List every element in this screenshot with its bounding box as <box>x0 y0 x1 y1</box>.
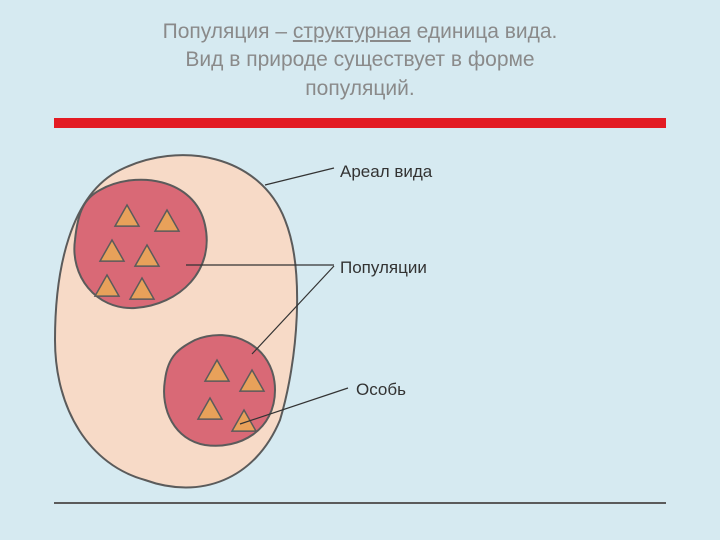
label-populations: Популяции <box>340 258 427 278</box>
title-line2: Вид в природе существует в форме <box>185 48 534 71</box>
bottom-line <box>54 502 666 504</box>
title-line3: популяций. <box>305 77 414 100</box>
leader-line <box>265 168 334 185</box>
red-bar <box>54 118 666 128</box>
title-underlined: структурная <box>293 20 411 43</box>
label-areal: Ареал вида <box>340 162 432 182</box>
label-individual: Особь <box>356 380 406 400</box>
title-part-2: единица вида. <box>411 20 558 43</box>
diagram <box>30 130 390 510</box>
title-part-1: Популяция – <box>163 20 293 43</box>
page-title: Популяция – структурная единица вида. Ви… <box>0 0 720 113</box>
